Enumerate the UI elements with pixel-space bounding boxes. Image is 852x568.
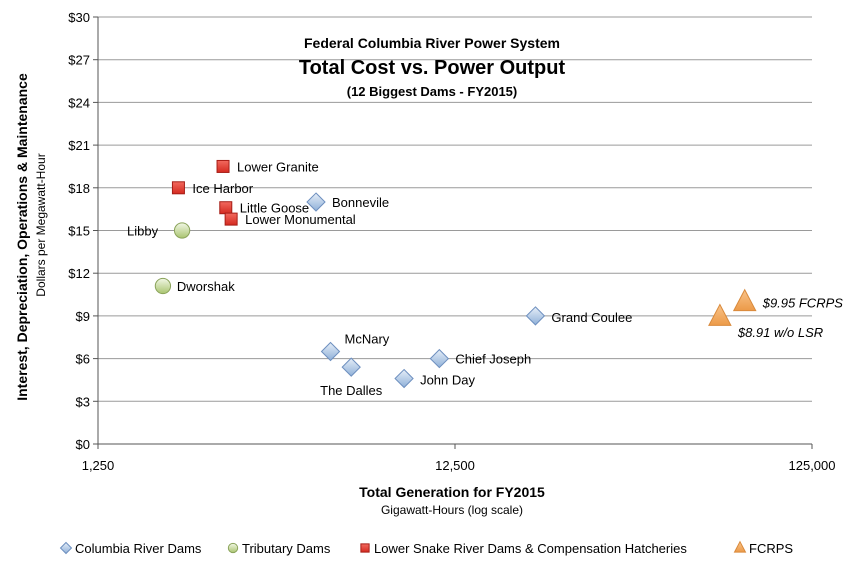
data-label: The Dalles xyxy=(320,383,383,398)
legend-marker-triangle xyxy=(733,540,747,553)
data-point-circle xyxy=(154,277,172,295)
data-point-square xyxy=(219,201,233,215)
x-axis-title: Total Generation for FY2015 xyxy=(359,484,545,500)
data-point-diamond xyxy=(394,368,414,389)
y-axis-title: Interest, Depreciation, Operations & Mai… xyxy=(14,73,30,401)
legend-marker-square xyxy=(360,543,370,553)
y-tick-label: $27 xyxy=(68,53,90,68)
chart-title: Total Cost vs. Power Output xyxy=(299,57,566,79)
legend-marker-diamond xyxy=(59,541,73,555)
data-point-circle xyxy=(173,222,191,239)
y-tick-label: $21 xyxy=(68,138,90,153)
x-tick-label: 125,000 xyxy=(789,458,836,473)
data-point-diamond xyxy=(320,341,341,362)
data-points: Bonnevile Grand Coulee McNary The Dalles Chi… xyxy=(127,159,843,398)
data-label: Ice Harbor xyxy=(192,181,253,196)
y-tick-label: $18 xyxy=(68,181,90,196)
y-axis-subtitle: Dollars per Megawatt-Hour xyxy=(34,153,48,296)
data-label: Grand Coulee xyxy=(551,310,632,325)
legend-label: Tributary Dams xyxy=(242,541,331,556)
y-tick-label: $24 xyxy=(68,95,90,110)
x-tick-label: 12,500 xyxy=(435,458,475,473)
data-point-square xyxy=(224,212,238,226)
data-point-diamond xyxy=(429,348,450,369)
data-point-square xyxy=(216,159,230,173)
y-tick-label: $3 xyxy=(76,394,90,409)
data-label: Bonnevile xyxy=(332,195,389,210)
y-tick-label: $12 xyxy=(68,266,90,281)
data-label: $8.91 w/o LSR xyxy=(737,325,823,340)
data-label: Chief Joseph xyxy=(455,352,531,367)
legend-label: Lower Snake River Dams & Compensation Ha… xyxy=(374,541,687,556)
data-point-diamond xyxy=(306,192,326,212)
x-axis-ticks: 1,250 12,500 125,000 xyxy=(82,444,836,473)
y-tick-label: $0 xyxy=(76,437,90,452)
x-axis-subtitle: Gigawatt-Hours (log scale) xyxy=(381,503,523,517)
y-axis-ticks: $0 $3 $6 $9 $12 $15 $18 $21 $24 $27 $30 xyxy=(68,10,98,452)
data-point-diamond xyxy=(341,357,361,377)
data-label: Dworshak xyxy=(177,279,235,294)
data-label: McNary xyxy=(345,331,390,346)
legend-label: FCRPS xyxy=(749,541,793,556)
gridlines xyxy=(98,16,812,402)
data-point-square xyxy=(171,181,185,195)
y-tick-label: $30 xyxy=(68,10,90,25)
chart-subtitle: (12 Biggest Dams - FY2015) xyxy=(347,84,518,99)
data-point-triangle xyxy=(708,303,732,326)
data-label: Little Goose xyxy=(240,201,309,216)
data-label: John Day xyxy=(420,373,475,388)
data-label: Lower Monumental xyxy=(245,212,356,227)
data-point-triangle xyxy=(732,288,757,312)
x-tick-label: 1,250 xyxy=(82,458,115,473)
legend: Columbia River Dams Tributary Dams Lower S… xyxy=(59,540,793,556)
chart-title-line1: Federal Columbia River Power System xyxy=(304,35,560,51)
data-label: $9.95 FCRPS xyxy=(762,295,844,310)
y-tick-label: $6 xyxy=(76,352,90,367)
data-point-diamond xyxy=(525,306,546,326)
legend-label: Columbia River Dams xyxy=(75,541,202,556)
axes xyxy=(97,17,812,445)
y-tick-label: $15 xyxy=(68,224,90,239)
legend-marker-circle xyxy=(227,542,239,554)
y-tick-label: $9 xyxy=(76,309,90,324)
data-label: Lower Granite xyxy=(237,159,319,174)
data-label: Libby xyxy=(127,224,159,239)
